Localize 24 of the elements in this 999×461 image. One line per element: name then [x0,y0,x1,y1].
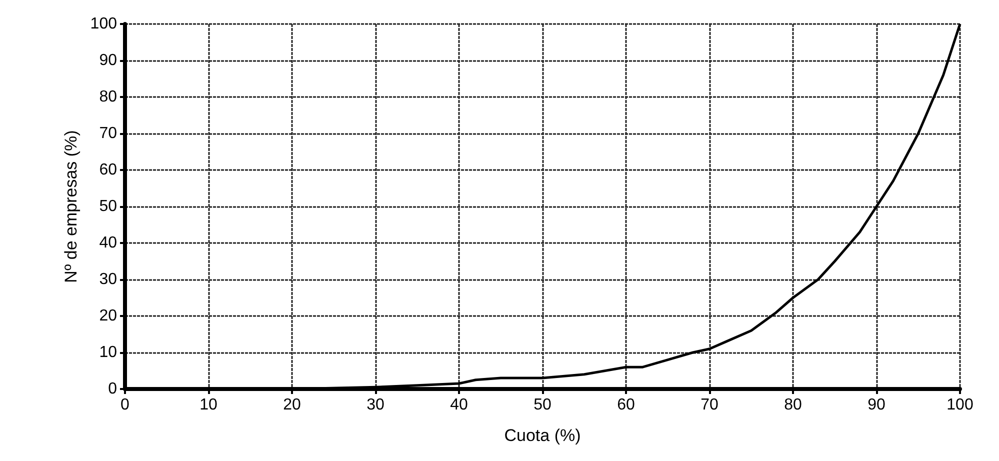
x-tick-label: 20 [283,396,301,414]
x-tick-label: 70 [700,396,718,414]
y-tick-label: 10 [99,344,118,361]
y-tick-label: 80 [99,88,118,106]
y-tick-label: 30 [99,271,118,288]
y-tick-label: 20 [99,308,118,324]
x-tick-label: 90 [868,396,886,414]
x-tick-label: 60 [617,396,635,414]
y-tick-label: 100 [90,16,118,32]
x-tick-label: 40 [450,396,468,414]
y-tick-label: 70 [99,125,118,142]
y-tick-label: 60 [99,162,118,178]
y-axis-title: Nº de empresas (%) [61,130,80,283]
x-tick-label: 30 [366,396,384,414]
y-tick-label: 90 [99,52,118,69]
x-axis-title: Cuota (%) [504,426,581,445]
x-tick-label: 10 [200,396,218,414]
x-tick-label: 80 [784,396,802,414]
x-tick-label: 0 [120,396,130,414]
y-tick-label: 50 [99,198,118,215]
x-tick-label: 50 [534,396,552,414]
y-tick-label: 40 [99,234,118,252]
y-tick-label: 0 [108,380,118,398]
x-tick-label: 100 [946,396,974,414]
